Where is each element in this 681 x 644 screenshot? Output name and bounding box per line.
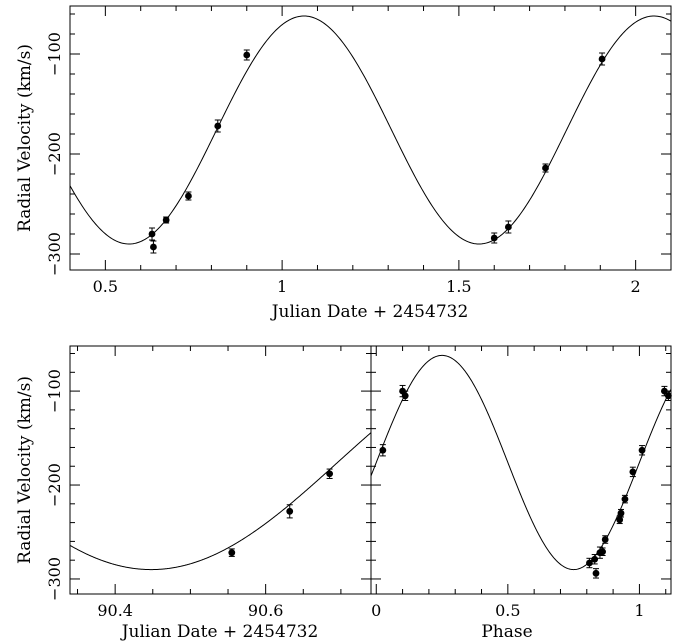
panel-bottom-left-rv-vs-julian-date: 90.4 90.6 −100 −200 −300 Julian Date + 24547… [15,345,372,642]
panel-top-model-curve [69,15,672,245]
data-point [629,468,637,476]
y-tick-label: −200 [45,463,64,507]
y-tick-label: −300 [45,557,64,601]
panel-bottom-right-frame [370,345,672,595]
x-tick-label: 1 [277,277,287,296]
panel-top-y-axis-label: Radial Velocity (km/s) [15,44,35,232]
panel-top-data-points [148,49,606,254]
data-point [586,559,593,567]
data-point [243,51,251,59]
panel-top-rv-vs-julian-date: 0.5 1 1.5 2 −100 −200 −300 Julian Date + 24547… [15,5,672,322]
data-point [148,230,156,238]
data-point [599,548,606,556]
data-point [592,569,600,577]
panel-bottom-right-data-points [379,384,672,579]
panel-bottom-left-ticks [70,346,371,594]
x-tick-label: 90.6 [248,601,284,620]
rv-model-curve [69,432,372,571]
data-point [286,507,294,515]
x-tick-label: 1.5 [446,277,471,296]
data-point [150,243,157,251]
data-point [401,392,409,400]
panel-bottom-right-ticks [371,346,671,594]
data-point [504,223,512,231]
panel-bottom-right-tick-labels: 0 0.5 1 [371,601,644,620]
panel-bottom-right-x-axis-label: Phase [481,622,532,642]
panel-bottom-left-model-curve [69,432,372,571]
data-point [621,495,629,503]
data-point [601,536,609,543]
panel-bottom-left-data-points [228,468,334,557]
x-tick-label: 0 [371,601,381,620]
panel-top-ticks [69,6,672,270]
panel-top-x-axis-label: Julian Date + 2454732 [270,302,469,322]
x-tick-label: 1 [634,601,644,620]
panel-bottom-left-x-axis-label: Julian Date + 2454732 [120,622,319,642]
panel-top-tick-labels: 0.5 1 1.5 2 −100 −200 −300 [45,32,641,296]
data-point [542,164,549,172]
panel-bottom-right-model-curve [370,354,672,571]
data-point [185,192,192,200]
data-point [598,55,606,63]
data-point [617,509,625,517]
data-point [326,470,334,478]
panel-bottom-right-rv-vs-phase: 0 0.5 1 Phase [370,345,672,642]
panel-bottom-left-frame [69,345,372,595]
y-tick-label: −200 [45,132,64,176]
y-tick-label: −100 [45,32,64,76]
data-point [162,216,170,224]
data-point [616,516,624,524]
x-tick-label: 0.5 [495,601,520,620]
data-point [638,446,646,454]
data-point [228,549,236,557]
data-point [214,122,222,130]
x-tick-label: 0.5 [93,277,118,296]
y-tick-label: −100 [45,369,64,413]
rv-model-curve [69,15,672,245]
x-tick-label: 2 [631,277,641,296]
data-point [379,446,387,454]
y-tick-label: −300 [45,232,64,276]
panel-bottom-left-tick-labels: 90.4 90.6 −100 −200 −300 [45,369,283,620]
panel-top-frame [69,5,672,271]
rv-model-curve [370,354,672,571]
x-tick-label: 90.4 [97,601,133,620]
data-point [591,555,599,563]
data-point [664,392,672,400]
data-point [490,234,498,242]
panel-bottom-left-y-axis-label: Radial Velocity (km/s) [15,376,35,564]
